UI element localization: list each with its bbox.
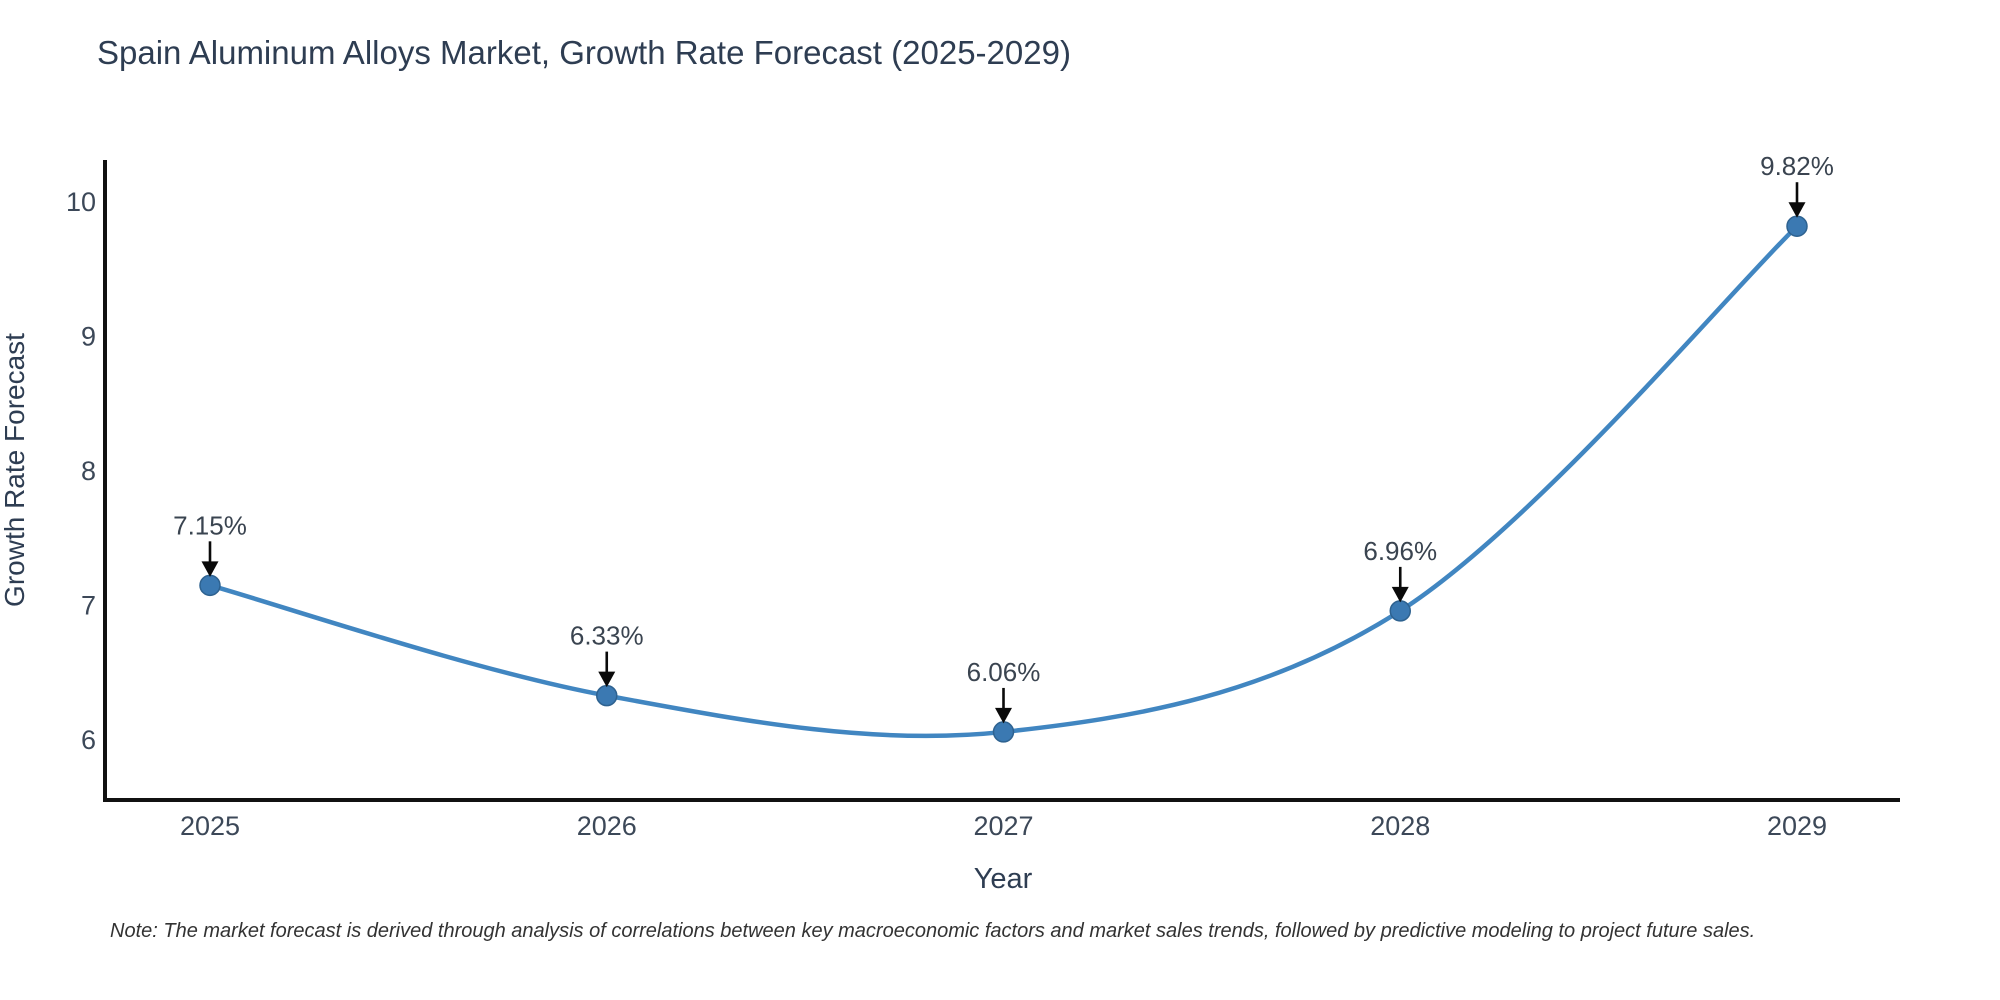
chart-title: Spain Aluminum Alloys Market, Growth Rat… — [97, 34, 1071, 71]
axis-spines — [103, 160, 1900, 802]
x-tick-label: 2026 — [577, 811, 637, 841]
footnote: Note: The market forecast is derived thr… — [110, 920, 1755, 942]
x-axis-title: Year — [974, 863, 1033, 895]
data-point-label: 6.06% — [967, 657, 1041, 687]
annotation-arrow-head — [995, 707, 1012, 724]
y-tick-label: 6 — [81, 725, 96, 755]
annotation-arrow-head — [598, 671, 616, 688]
x-tick-label: 2029 — [1767, 811, 1827, 841]
y-axis-title: Growth Rate Forecast — [0, 333, 30, 607]
data-point — [992, 721, 1015, 743]
data-point-label: 7.15% — [173, 510, 247, 540]
y-tick-label: 8 — [81, 456, 96, 486]
data-point-label: 6.96% — [1363, 536, 1437, 566]
annotation-arrow-head — [201, 561, 219, 577]
data-point-label: 6.33% — [570, 621, 644, 651]
data-point-label: 9.82% — [1760, 151, 1834, 181]
annotation-arrow-head — [1788, 202, 1806, 218]
data-point — [1389, 600, 1411, 622]
y-tick-label: 9 — [81, 322, 96, 352]
annotation-arrow-head — [1391, 586, 1409, 603]
data-point — [596, 684, 618, 707]
data-point — [1786, 215, 1808, 237]
plot-area: 6 7 8 9 10 2025 2026 2027 2028 2029 7.15% 6.33% 6.06… — [66, 151, 1900, 841]
x-tick-label: 2027 — [973, 811, 1033, 841]
y-tick-label: 7 — [81, 591, 96, 621]
x-tick-label: 2028 — [1370, 811, 1430, 841]
y-tick-label: 10 — [66, 187, 96, 217]
data-point — [199, 574, 221, 597]
x-tick-label: 2025 — [180, 811, 240, 841]
